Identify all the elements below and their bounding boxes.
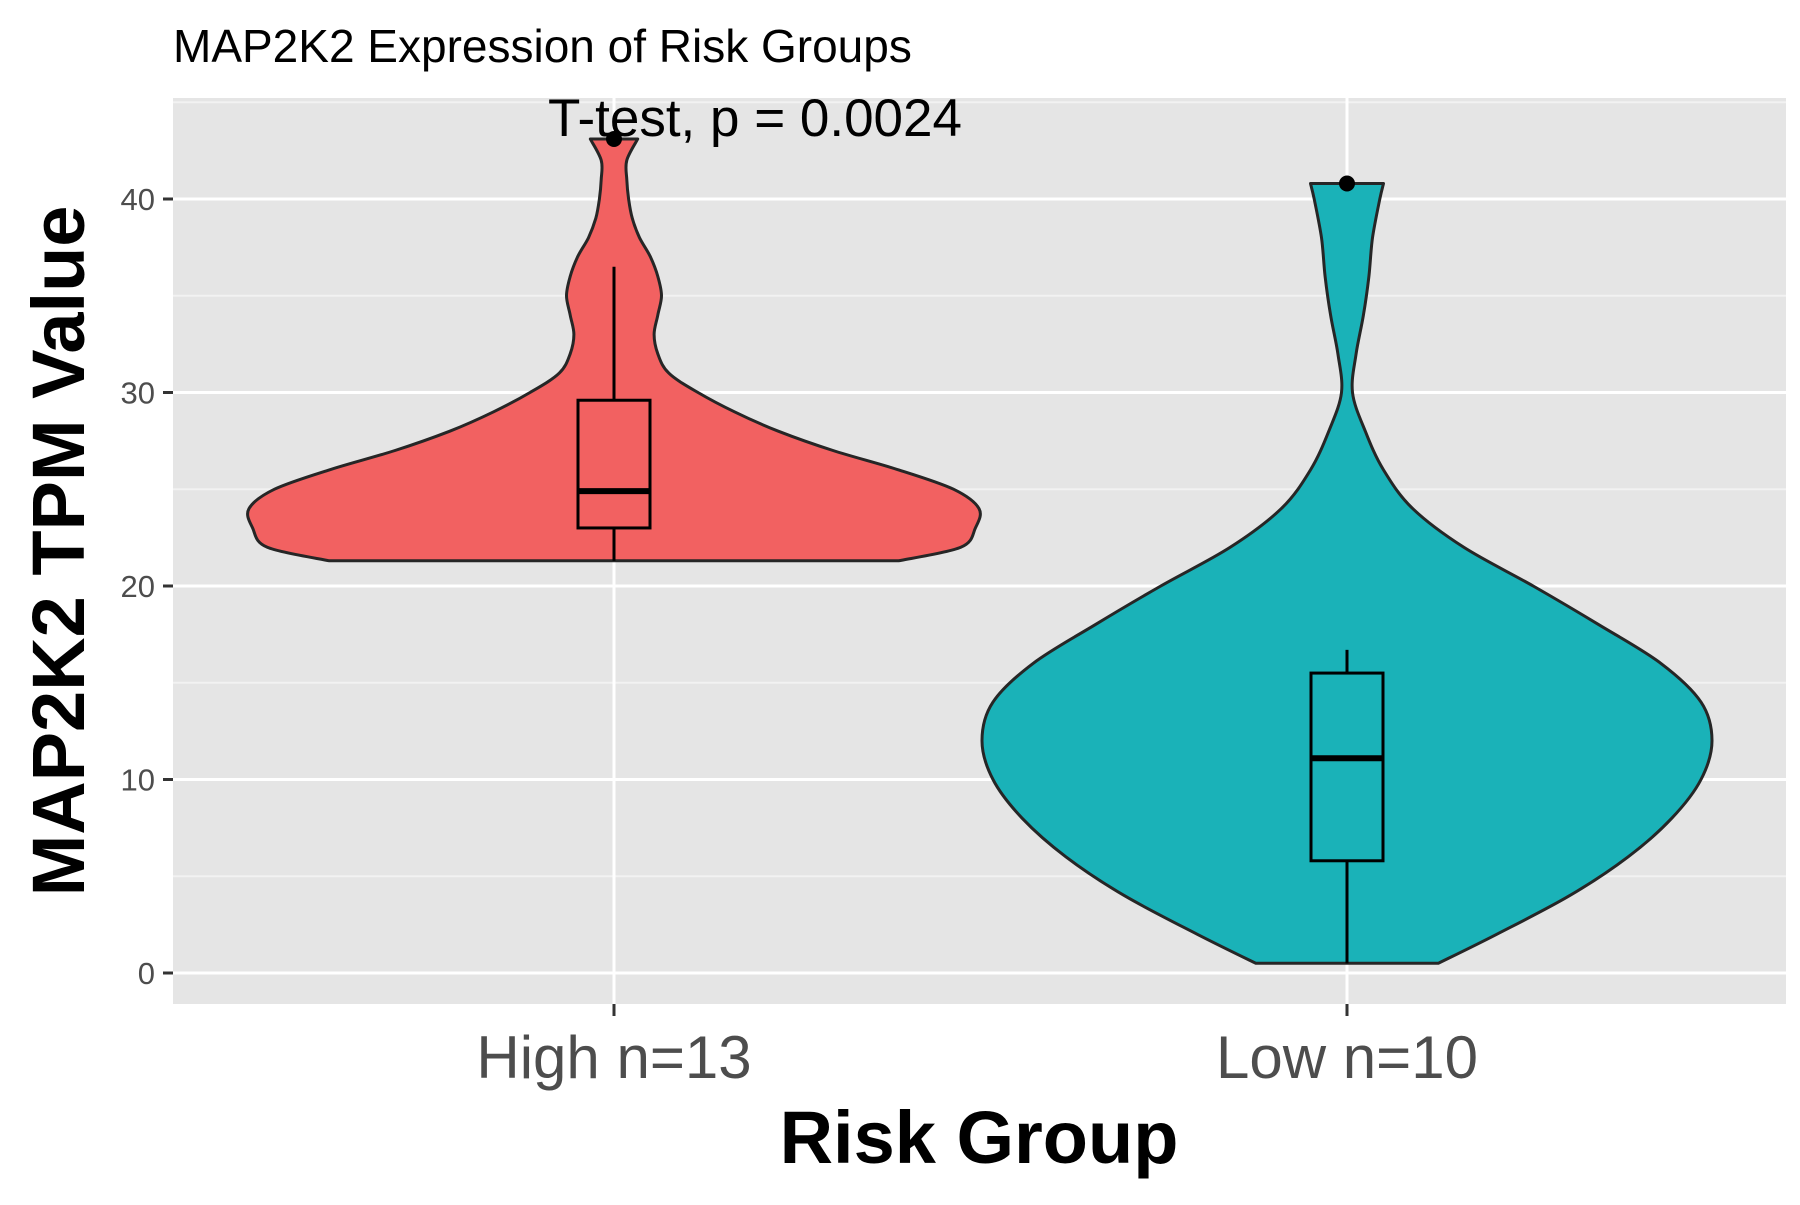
x-axis-title: Risk Group bbox=[780, 1096, 1179, 1179]
outlier-point bbox=[1339, 175, 1355, 192]
violin-low bbox=[980, 182, 1714, 965]
chart-title: MAP2K2 Expression of Risk Groups bbox=[173, 20, 912, 72]
x-axis: High n=13 Low n=10 bbox=[476, 1004, 1478, 1091]
outlier-points bbox=[606, 131, 1355, 192]
boxplots bbox=[576, 266, 1385, 964]
x-tick-label: High n=13 bbox=[476, 1024, 751, 1091]
y-axis-title: MAP2K2 TPM Value bbox=[17, 206, 100, 897]
y-tick-label: 30 bbox=[121, 376, 155, 411]
y-tick-label: 0 bbox=[138, 956, 155, 991]
y-tick-label: 40 bbox=[121, 182, 155, 217]
boxplot-box bbox=[576, 398, 652, 530]
x-tick-label: Low n=10 bbox=[1216, 1024, 1478, 1091]
ttest-annotation: T-test, p = 0.0024 bbox=[548, 89, 962, 148]
y-tick-label: 10 bbox=[121, 763, 155, 798]
boxplot-box bbox=[1309, 671, 1385, 863]
outlier-point bbox=[606, 131, 622, 148]
y-axis: 0 10 20 30 40 bbox=[121, 182, 173, 991]
y-tick-label: 20 bbox=[121, 569, 155, 604]
